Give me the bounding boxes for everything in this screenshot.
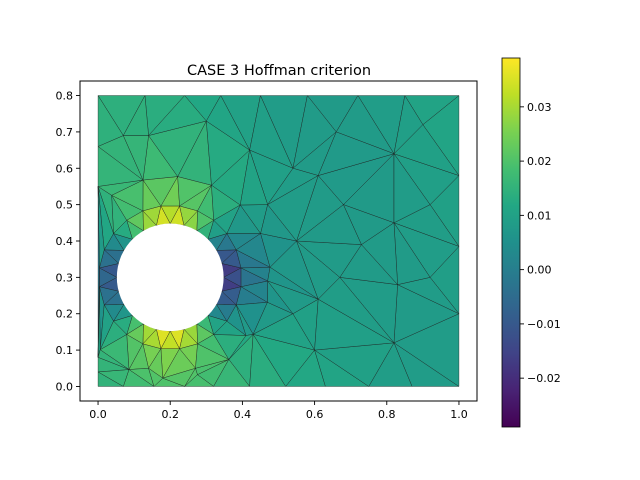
mesh-triangle: [195, 343, 230, 369]
mesh-triangle: [184, 367, 198, 387]
mesh-triangle: [267, 280, 319, 315]
mesh-triangle: [97, 357, 130, 373]
hole-cutout: [116, 223, 224, 332]
mesh-triangle: [317, 277, 395, 344]
mesh-triangle: [148, 367, 164, 387]
colorbar-gradient: [501, 57, 521, 428]
y-tick-label: 0.0: [56, 380, 74, 393]
mesh-triangle: [147, 95, 207, 136]
colorbar-tick-label: 0.03: [527, 101, 552, 114]
y-tick-label: 0.2: [56, 308, 74, 321]
x-tick-label: 0.8: [378, 408, 396, 421]
colorbar-tick-label: −0.02: [527, 372, 561, 385]
y-tick-label: 0.4: [56, 235, 74, 248]
mesh-triangle: [122, 94, 149, 136]
mesh-triangle: [213, 359, 251, 387]
mesh-triangle: [97, 94, 124, 147]
x-tick-label: 1.0: [450, 408, 468, 421]
x-tick-label: 0.0: [89, 408, 107, 421]
x-tick-label: 0.2: [161, 408, 179, 421]
mesh-triangle: [393, 94, 424, 155]
y-tick-label: 0.8: [56, 90, 74, 103]
y-tick-label: 0.6: [56, 162, 74, 175]
x-tick-label: 0.6: [306, 408, 324, 421]
hole: [116, 223, 224, 332]
x-tick-label: 0.4: [234, 408, 252, 421]
colorbar-tick-label: −0.01: [527, 318, 561, 331]
chart-title: CASE 3 Hoffman criterion: [187, 63, 371, 79]
y-tick-label: 0.3: [56, 271, 74, 284]
mesh-triangles: [97, 94, 460, 388]
y-tick-label: 0.1: [56, 344, 74, 357]
colorbar-tick-label: 0.00: [527, 264, 552, 277]
mesh-triangle: [239, 150, 268, 206]
mesh-triangle: [228, 333, 254, 360]
mesh-triangle: [97, 186, 100, 358]
mesh-triangle: [361, 222, 398, 286]
colorbar-tick-label: 0.02: [527, 155, 552, 168]
mesh-triangle: [267, 175, 319, 242]
mesh-triangle: [206, 95, 250, 151]
colorbar: −0.02 −0.01 0.00 0.01 0.02 0.03: [501, 57, 561, 428]
mesh-triangle: [317, 131, 395, 176]
colorbar-tick-label: 0.01: [527, 209, 552, 222]
y-tick-label: 0.7: [56, 126, 74, 139]
mesh-triangle: [393, 153, 431, 224]
axes: 0.0 0.2 0.4 0.6 0.8 1.0 0.0 0.1 0.2 0.3 0.4 0.5 0.6 0…: [56, 80, 478, 421]
y-tick-label: 0.5: [56, 199, 74, 212]
